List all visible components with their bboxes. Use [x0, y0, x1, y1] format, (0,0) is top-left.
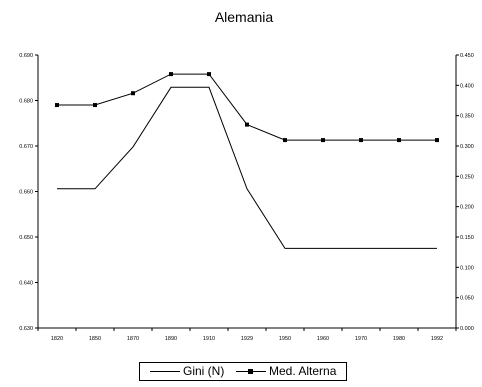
data-point-med-alterna: [207, 72, 211, 77]
data-point-med-alterna: [283, 138, 287, 143]
legend-marker-med-alterna: [248, 369, 253, 374]
chart-axes: 0.690 0.680 0.670 0.660 0.650 0.640 0.630 0.450…: [19, 53, 474, 342]
chart-title: Alemania: [215, 9, 274, 25]
x-tick-label: 1850: [89, 336, 101, 342]
left-y-tick-label: 0.650: [19, 235, 33, 241]
right-y-tick-label: 0.000: [460, 326, 474, 332]
data-point-med-alterna: [321, 138, 325, 143]
x-tick-label: 1820: [51, 336, 63, 342]
right-y-tick-label: 0.300: [460, 144, 474, 150]
x-tick-label: 1929: [241, 336, 253, 342]
x-tick-label: 1910: [203, 336, 215, 342]
left-y-tick-label: 0.690: [19, 53, 33, 59]
data-point-med-alterna: [397, 138, 401, 143]
data-point-med-alterna: [131, 91, 135, 96]
right-y-tick-label: 0.100: [460, 265, 474, 271]
right-y-tick-label: 0.200: [460, 205, 474, 211]
right-y-tick-label: 0.150: [460, 235, 474, 241]
x-tick-label: 1992: [431, 336, 443, 342]
x-tick-label: 1980: [393, 336, 405, 342]
left-y-tick-label: 0.640: [19, 281, 33, 287]
data-point-med-alterna: [55, 103, 59, 108]
left-y-tick-label: 0.680: [19, 99, 33, 105]
left-y-tick-label: 0.660: [19, 190, 33, 196]
x-tick-label: 1970: [355, 336, 367, 342]
right-y-tick-label: 0.450: [460, 53, 474, 59]
series-line-gini: [57, 86, 437, 249]
series-line-med-alterna: [57, 73, 437, 141]
legend-line-gini: [150, 371, 180, 372]
data-point-med-alterna: [93, 103, 97, 108]
right-y-tick-label: 0.350: [460, 114, 474, 120]
right-y-tick-label: 0.050: [460, 296, 474, 302]
chart-series: [55, 72, 439, 249]
data-point-med-alterna: [169, 72, 173, 77]
data-point-med-alterna: [359, 138, 363, 143]
legend-label-gini: Gini (N): [183, 364, 225, 378]
data-point-med-alterna: [245, 122, 249, 127]
x-tick-label: 1950: [279, 336, 291, 342]
data-point-med-alterna: [435, 138, 439, 143]
right-y-tick-label: 0.250: [460, 174, 474, 180]
x-tick-label: 1870: [127, 336, 139, 342]
right-y-tick-label: 0.400: [460, 83, 474, 89]
legend-label-med-alterna: Med. Alterna: [269, 364, 337, 378]
x-tick-label: 1960: [317, 336, 329, 342]
x-tick-label: 1890: [165, 336, 177, 342]
chart-legend: Gini (N) Med. Alterna: [139, 362, 347, 381]
left-y-tick-label: 0.670: [19, 144, 33, 150]
left-y-tick-label: 0.630: [19, 326, 33, 332]
